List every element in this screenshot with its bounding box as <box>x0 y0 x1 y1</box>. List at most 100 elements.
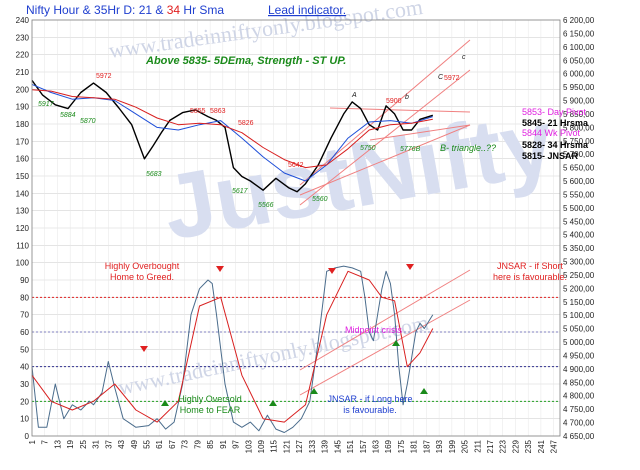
x-axis-tick-label: 85 <box>206 439 215 448</box>
price-label: 5642 <box>288 162 304 169</box>
level-label-34-hrsma: 5828- 34 Hrsma <box>522 140 589 150</box>
price-label: 5972 <box>444 75 460 82</box>
left-axis-tick-label: 110 <box>16 241 29 250</box>
title-part-1: Nifty Hour & 35Hr D: 21 & <box>26 3 167 17</box>
svg-text:Nifty Hour & 35Hr D: 21 & 34 H: Nifty Hour & 35Hr D: 21 & 34 Hr Sma <box>26 3 224 17</box>
series-lines <box>31 79 434 433</box>
left-axis-tick-label: 50 <box>20 345 29 354</box>
oscillator-annotations: Highly Overbought Home to Greed. Highly … <box>105 261 567 415</box>
x-axis-tick-label: 79 <box>193 439 202 448</box>
right-axis-tick-label: 6 100,00 <box>563 43 595 52</box>
left-axis-tick-label: 170 <box>16 137 30 146</box>
left-axis-tick-label: 220 <box>16 51 30 60</box>
title-tagline: Lead indicator. <box>268 3 346 17</box>
x-axis-tick-label: 169 <box>384 439 393 453</box>
title-part-3: Hr Sma <box>180 3 224 17</box>
right-axis-tick-label: 5 800,00 <box>563 123 595 132</box>
right-axis-tick-label: 5 300,00 <box>563 258 595 267</box>
x-axis-tick-label: 247 <box>550 439 559 453</box>
series-line-oscillator <box>31 265 434 433</box>
price-label: 5566 <box>258 202 274 209</box>
series-line-34-hr-sma <box>31 89 433 169</box>
x-axis-tick-label: 7 <box>41 439 50 444</box>
jnsar-short-note-2: here is favourable. <box>493 272 567 282</box>
price-label: 5855 <box>190 108 206 115</box>
right-axis-tick-label: 5 450,00 <box>563 217 595 226</box>
price-label: 5870 <box>80 118 96 125</box>
left-axis-tick-label: 30 <box>20 380 29 389</box>
left-axis-tick-label: 10 <box>20 415 29 424</box>
x-axis-tick-label: 145 <box>333 439 342 453</box>
x-axis-tick-label: 133 <box>308 439 317 453</box>
channel-line-lower <box>299 124 471 196</box>
price-label: 5917 <box>38 101 55 108</box>
arrow-down-icon <box>140 346 148 352</box>
right-axis-tick-label: 4 750,00 <box>563 405 595 414</box>
right-axis-tick-label: 4 700,00 <box>563 419 595 428</box>
right-axis-tick-label: 6 050,00 <box>563 56 595 65</box>
arrow-down-icon <box>406 264 414 270</box>
x-axis-tick-label: 103 <box>244 439 253 453</box>
x-axis-tick-label: 19 <box>66 439 75 448</box>
right-axis-tick-label: 5 200,00 <box>563 284 595 293</box>
arrow-down-icon <box>328 268 336 274</box>
left-axis-tick-label: 230 <box>16 33 30 42</box>
signal-arrows <box>140 264 428 406</box>
right-axis-tick-label: 5 150,00 <box>563 298 595 307</box>
x-axis-tick-label: 25 <box>79 439 88 448</box>
price-label: 5683 <box>146 171 162 178</box>
price-label: 5900 <box>386 98 402 105</box>
highly-overbought-note-2: Home to Greed. <box>110 272 174 282</box>
right-axis-tick-label: 5 250,00 <box>563 271 595 280</box>
price-label: c <box>462 54 466 61</box>
arrow-up-icon <box>420 388 428 394</box>
x-axis-tick-label: 139 <box>321 439 330 453</box>
price-label: 5884 <box>60 112 76 119</box>
price-label: 5617 <box>232 188 249 195</box>
highly-oversold-note-2: Home to FEAR <box>180 405 241 415</box>
title-part-2: 34 <box>167 3 181 17</box>
x-axis-tick-label: 97 <box>232 439 241 448</box>
price-label: 5863 <box>210 108 226 115</box>
x-axis-tick-label: 115 <box>270 439 279 452</box>
b-triangle-note: B- triangle..?? <box>440 143 496 153</box>
left-axis-tick-label: 130 <box>16 207 30 216</box>
x-axis-tick-label: 121 <box>282 439 291 453</box>
left-axis-tick-label: 180 <box>16 120 30 129</box>
arrow-down-icon <box>216 266 224 272</box>
x-axis-tick-label: 163 <box>372 439 381 453</box>
highly-overbought-note: Highly Overbought <box>105 261 180 271</box>
price-label: 5750 <box>360 145 376 152</box>
x-axis-tick-label: 235 <box>524 439 533 453</box>
x-axis-tick-label: 13 <box>53 439 62 448</box>
left-axis-tick-label: 210 <box>16 68 30 77</box>
right-axis-tick-label: 5 750,00 <box>563 137 595 146</box>
axes: 0 10 20 30 40 50 60 70 80 90 100 110 120 130 140 150 160… <box>16 16 595 453</box>
x-axis-tick-label: 181 <box>410 439 419 453</box>
level-label-21-hrsma: 5845- 21 Hrsma <box>522 118 589 128</box>
price-label: b <box>405 94 409 101</box>
x-axis-tick-label: 241 <box>537 439 546 453</box>
left-axis-tick-label: 60 <box>20 328 29 337</box>
x-axis-tick-label: 91 <box>219 439 228 448</box>
left-axis-tick-label: 150 <box>16 172 30 181</box>
right-axis-tick-label: 5 900,00 <box>563 97 595 106</box>
x-axis-tick-label: 223 <box>499 439 508 453</box>
right-axis-tick-label: 5 650,00 <box>563 164 595 173</box>
right-axis-tick-label: 5 100,00 <box>563 311 595 320</box>
right-axis-tick-label: 4 900,00 <box>563 365 595 374</box>
x-axis-tick-label: 199 <box>448 439 457 453</box>
x-axis-tick-label: 205 <box>461 439 470 453</box>
jnsar-short-note: JNSAR - if Short <box>497 261 564 271</box>
oscillator-trendline-upper <box>299 269 471 371</box>
x-axis-tick-label: 67 <box>168 439 177 448</box>
x-axis-tick-label: 31 <box>92 439 101 448</box>
right-axis-tick-label: 5 550,00 <box>563 190 595 199</box>
right-axis-tick-label: 4 800,00 <box>563 392 595 401</box>
left-axis-tick-label: 120 <box>16 224 30 233</box>
trendlines <box>299 39 471 396</box>
price-label: 5776B <box>400 146 421 153</box>
x-axis-tick-label: 151 <box>346 439 355 453</box>
x-axis-tick-label: 175 <box>397 439 406 453</box>
